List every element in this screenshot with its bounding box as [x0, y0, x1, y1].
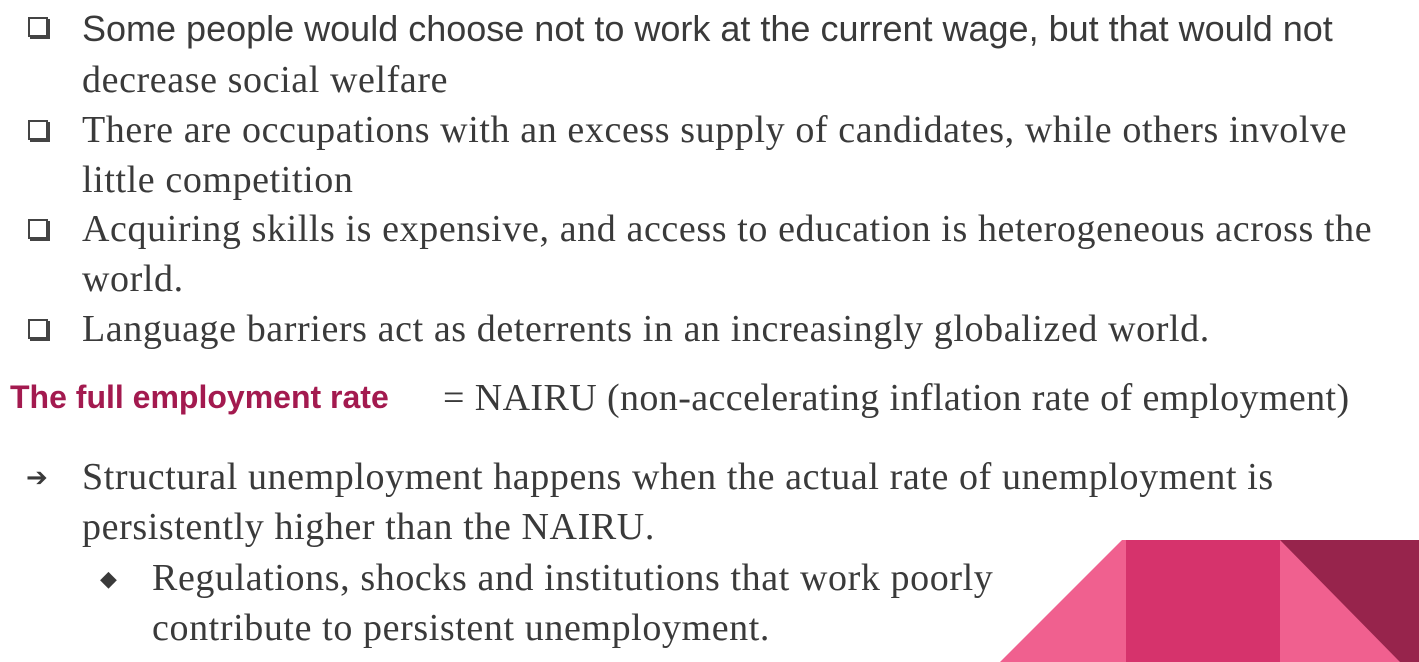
arrow-point-line-2: persistently higher than the NAIRU.	[82, 506, 655, 548]
bullet-2-line-2: little competition	[82, 159, 354, 201]
checkbox-bullet-icon	[28, 319, 48, 339]
checkbox-bullet-icon	[28, 120, 48, 140]
definition-equation: = NAIRU (non-accelerating inflation rate…	[443, 377, 1350, 419]
arrow-point-line-1: Structural unemployment happens when the…	[82, 456, 1274, 498]
sub-point-line-1: Regulations, shocks and institutions tha…	[152, 557, 994, 599]
sub-point-line-2: contribute to persistent unemployment.	[152, 607, 771, 649]
bullet-3-line-1: Acquiring skills is expensive, and acces…	[82, 208, 1373, 250]
checkbox-bullet-icon	[28, 219, 48, 239]
bullet-1-line-2: decrease social welfare	[82, 59, 449, 101]
bullet-4-line-1: Language barriers act as deterrents in a…	[82, 308, 1210, 350]
diamond-bullet-icon: ◆	[100, 567, 117, 592]
bullet-2-line-1: There are occupations with an excess sup…	[82, 109, 1348, 151]
right-arrow-icon: ➔	[26, 463, 48, 493]
pink-square-shape	[1126, 540, 1282, 662]
bullet-3-line-2: world.	[82, 258, 184, 300]
decorative-corner-shapes	[1000, 540, 1419, 662]
pink-diagonal-shape	[1280, 540, 1400, 662]
definition-term: The full employment rate	[10, 379, 389, 415]
pink-triangle-shape	[1000, 540, 1128, 662]
checkbox-bullet-icon	[28, 17, 48, 37]
bullet-1-line-1: Some people would choose not to work at …	[82, 8, 1333, 49]
